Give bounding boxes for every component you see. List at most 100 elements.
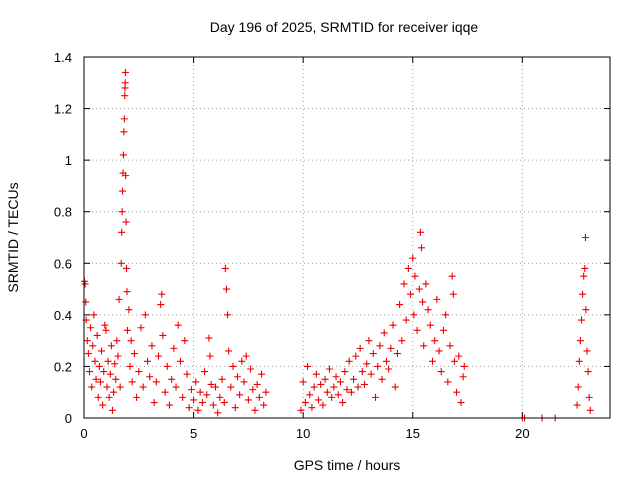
data-point: [328, 393, 336, 401]
data-point: [225, 347, 233, 355]
data-point: [90, 311, 98, 319]
data-point: [262, 388, 270, 396]
data-point: [374, 362, 382, 370]
data-point: [400, 280, 408, 288]
data-point: [356, 344, 364, 352]
data-point: [247, 365, 255, 373]
data-point: [227, 383, 235, 391]
data-point: [411, 272, 419, 280]
data-point: [96, 378, 104, 386]
data-point: [343, 386, 351, 394]
data-point: [112, 375, 120, 383]
data-point: [260, 401, 268, 409]
data-point: [113, 337, 121, 345]
data-point: [139, 383, 147, 391]
data-point: [413, 326, 421, 334]
data-point: [118, 228, 126, 236]
data-point: [183, 370, 191, 378]
data-point: [93, 331, 101, 339]
data-point: [367, 370, 375, 378]
data-point: [433, 295, 441, 303]
data-point: [123, 264, 131, 272]
data-point: [442, 311, 450, 319]
y-tick-label: 0.6: [54, 256, 72, 271]
data-point: [233, 373, 241, 381]
data-point: [242, 352, 250, 360]
data-point: [385, 365, 393, 373]
data-point: [391, 383, 399, 391]
data-point: [306, 391, 314, 399]
data-point: [402, 316, 410, 324]
data-point: [108, 406, 116, 414]
data-point: [579, 290, 587, 298]
data-point: [297, 406, 305, 414]
data-point: [101, 321, 109, 329]
y-tick-label: 0.4: [54, 308, 72, 323]
data-point: [157, 301, 165, 309]
data-point: [575, 357, 583, 365]
data-point: [426, 321, 434, 329]
data-point: [206, 352, 214, 360]
data-point: [581, 234, 589, 241]
data-point: [389, 321, 397, 329]
data-point: [190, 396, 198, 404]
data-point: [453, 388, 461, 396]
data-point: [332, 373, 340, 381]
data-point: [95, 362, 103, 370]
data-point: [301, 399, 309, 407]
grid-lines: [84, 57, 610, 418]
axis-ticks: 0 5 10 15 20 0 0.2 0.4 0.6 0.8 1 1.2 1.4: [54, 50, 610, 441]
data-point: [422, 280, 430, 288]
data-point: [158, 290, 166, 298]
data-point: [420, 342, 428, 350]
data-point: [144, 357, 152, 365]
data-point: [415, 285, 423, 293]
data-point: [127, 337, 135, 345]
data-point: [363, 360, 371, 368]
data-point: [126, 362, 134, 370]
data-point: [196, 388, 204, 396]
data-point: [218, 375, 226, 383]
data-point: [176, 357, 184, 365]
data-point: [345, 357, 353, 365]
data-point: [585, 393, 593, 401]
data-point: [105, 393, 113, 401]
data-point: [410, 311, 418, 319]
data-point: [207, 380, 215, 388]
data-point: [150, 399, 158, 407]
data-point: [102, 326, 110, 334]
data-point: [317, 380, 325, 388]
data-point: [130, 350, 138, 358]
data-point: [187, 386, 195, 394]
data-point: [84, 350, 92, 358]
data-point: [424, 306, 432, 314]
data-point: [586, 406, 594, 414]
data-point: [123, 326, 131, 334]
data-point: [114, 352, 122, 360]
data-point: [111, 360, 119, 368]
data-point: [83, 337, 91, 345]
data-point: [396, 301, 404, 309]
data-point: [194, 406, 202, 414]
data-point: [99, 401, 107, 409]
data-point: [251, 406, 259, 414]
data-point: [120, 115, 128, 123]
data-point: [387, 344, 395, 352]
data-point: [236, 391, 244, 399]
data-point: [118, 208, 126, 216]
data-point: [460, 362, 468, 370]
y-tick-label: 0.2: [54, 359, 72, 374]
data-point: [334, 391, 342, 399]
data-point: [378, 375, 386, 383]
data-point: [308, 404, 316, 412]
data-point: [201, 368, 209, 376]
data-point: [165, 401, 173, 409]
data-point: [584, 368, 592, 376]
data-point: [581, 264, 589, 272]
data-point: [141, 311, 149, 319]
data-point: [205, 334, 213, 342]
data-point: [361, 380, 369, 388]
data-point: [198, 399, 206, 407]
data-point: [221, 264, 229, 272]
